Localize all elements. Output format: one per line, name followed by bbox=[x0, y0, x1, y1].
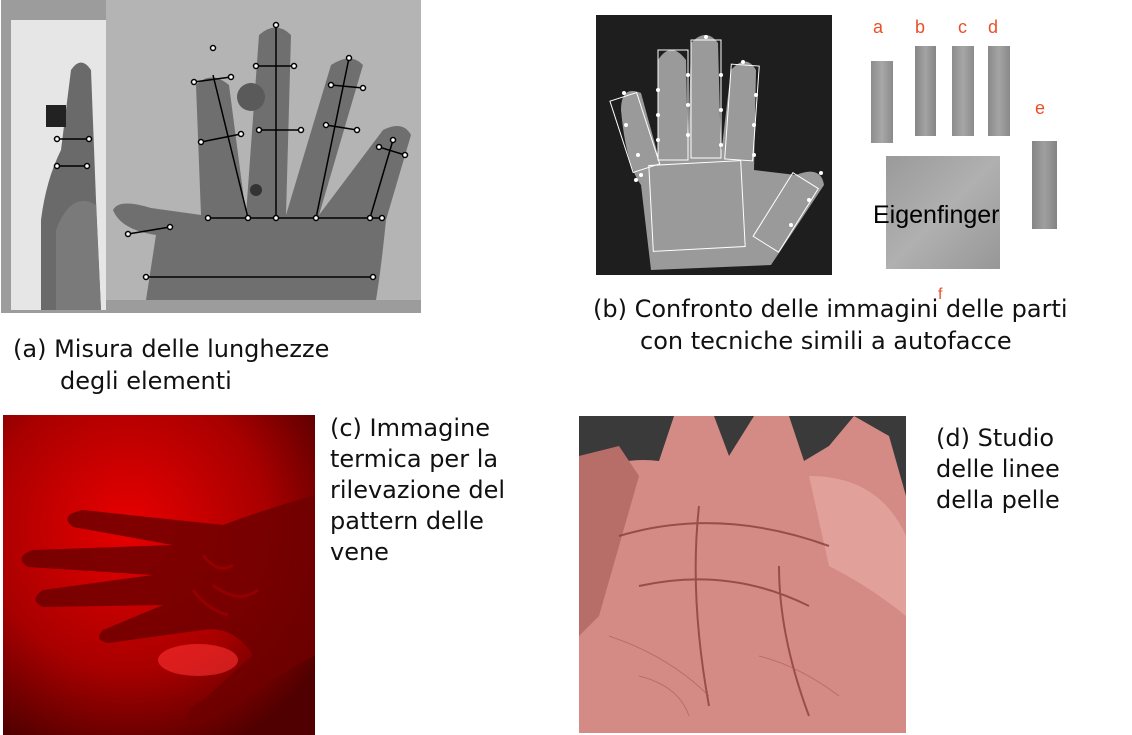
finger-patch-a bbox=[871, 61, 893, 143]
finger-patch-e bbox=[1032, 141, 1057, 229]
palm-lines-image bbox=[579, 416, 906, 733]
caption-a-line1: (a) Misura delle lunghezze bbox=[13, 334, 329, 365]
part-label-c: c bbox=[958, 17, 967, 38]
part-label-d: d bbox=[988, 17, 998, 38]
caption-d: (d) Studio delle linee della pelle bbox=[936, 423, 1060, 516]
caption-b-line1: (b) Confronto delle immagini delle parti bbox=[593, 294, 1068, 325]
finger-patch-d bbox=[988, 46, 1010, 136]
caption-c: (c) Immagine termica per la rilevazione … bbox=[330, 413, 505, 568]
finger-patch-c bbox=[952, 46, 974, 136]
part-label-a: a bbox=[873, 17, 883, 38]
hand-segmentation-image bbox=[596, 15, 832, 275]
hand-geometry-image bbox=[1, 0, 421, 313]
part-label-b: b bbox=[915, 17, 925, 38]
part-label-e: e bbox=[1035, 98, 1045, 119]
eigenfinger-label: Eigenfinger bbox=[873, 201, 999, 230]
thermal-vein-image bbox=[3, 415, 315, 735]
caption-b-line2: con tecniche simili a autofacce bbox=[640, 326, 1012, 357]
finger-patch-b bbox=[915, 46, 936, 136]
caption-a-line2: degli elementi bbox=[60, 366, 232, 397]
